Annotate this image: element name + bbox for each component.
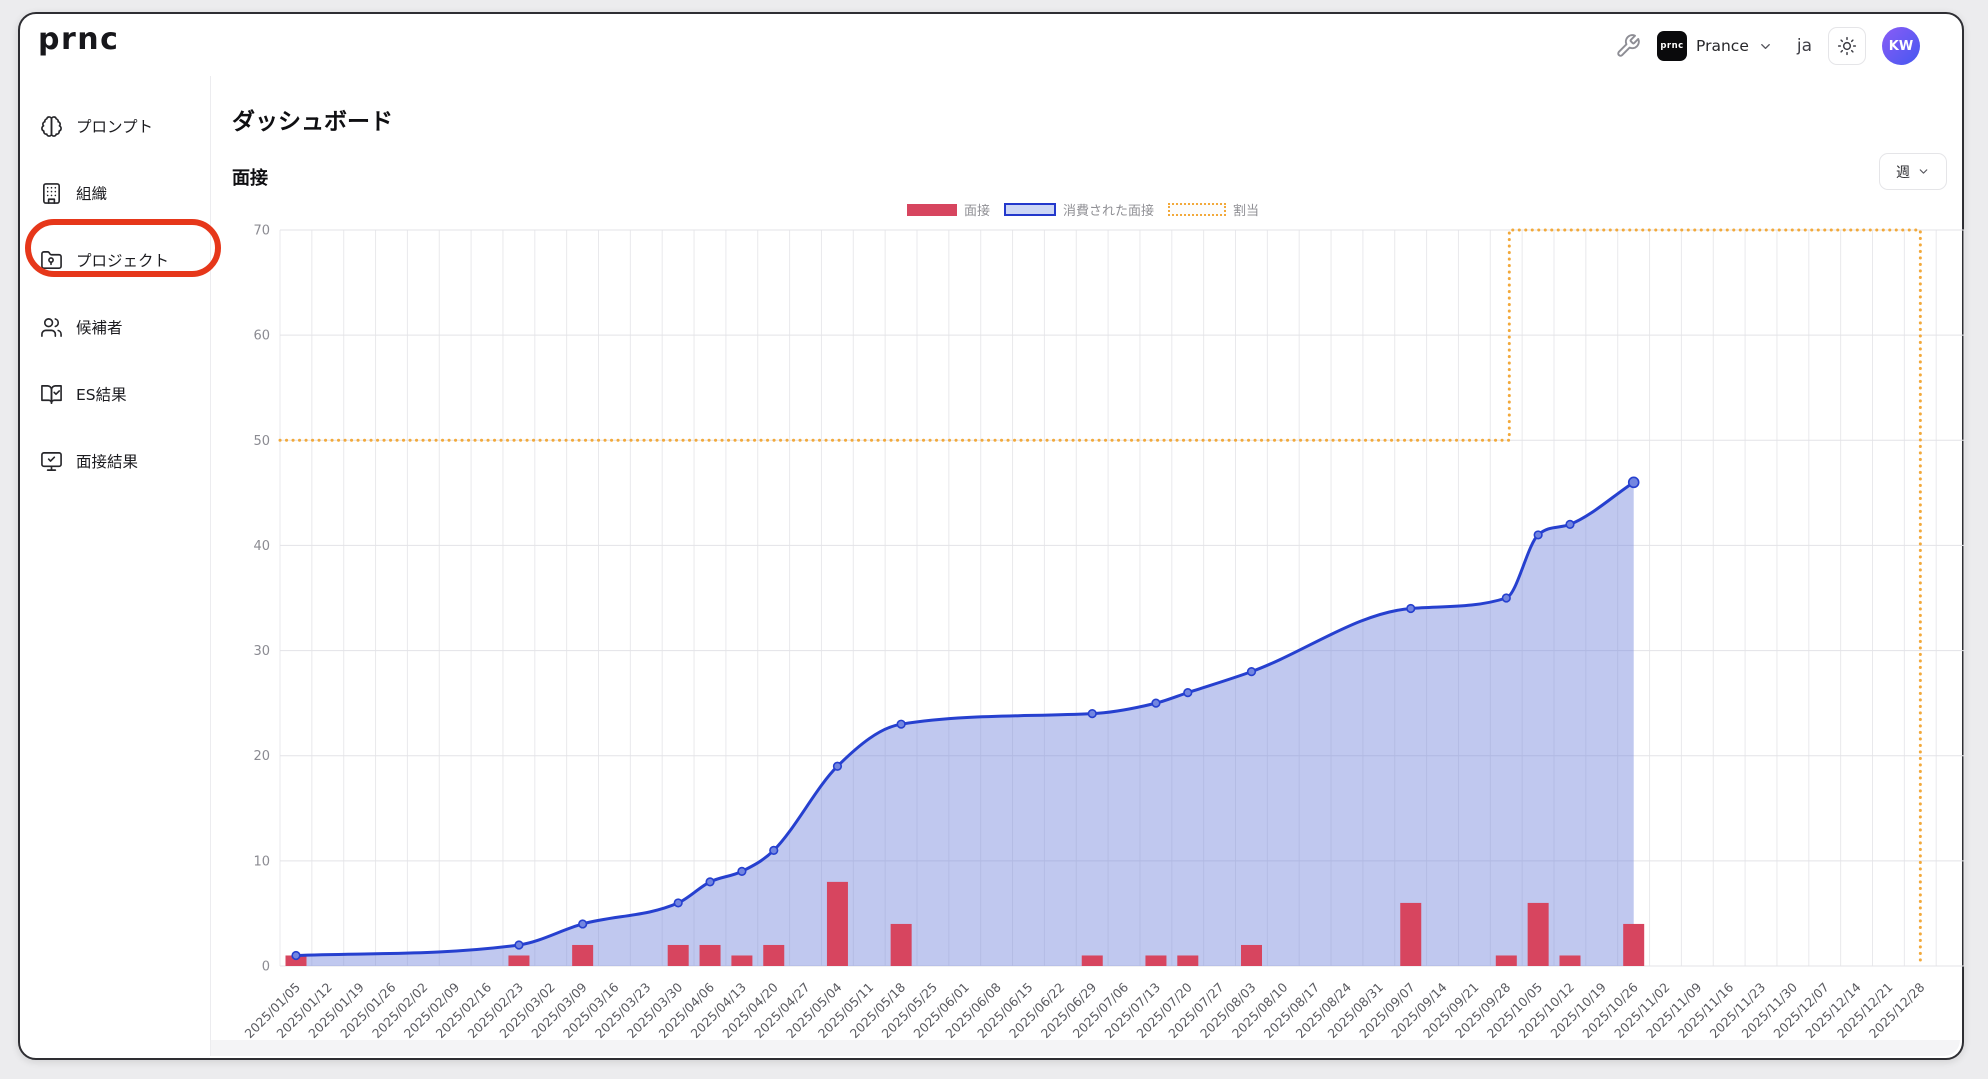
sidebar-item-candidates[interactable]: 候補者 (40, 307, 123, 347)
line-point (1246, 667, 1257, 677)
line-point (1151, 698, 1161, 708)
y-tick-label: 70 (253, 224, 270, 239)
sidebar-item-label: 組織 (76, 185, 108, 203)
y-tick-label: 20 (253, 749, 270, 764)
y-tick-label: 60 (253, 329, 270, 344)
sidebar-item-label: プロジェクト (76, 252, 170, 270)
org-selector[interactable]: prnc Prance (1657, 31, 1773, 61)
interviews-chart[interactable]: 0 10 20 30 40 50 60 70 2025/01/052025/01/122025/… (232, 222, 1972, 1052)
topbar-controls: prnc Prance ja KW (1615, 20, 1920, 72)
chevron-down-icon (1917, 165, 1930, 178)
sidebar-item-organization[interactable]: 組織 (40, 173, 107, 213)
bar (890, 923, 912, 966)
app-logo[interactable]: prnc (38, 22, 120, 57)
bar (1400, 902, 1422, 966)
period-selector-value: 週 (1896, 163, 1910, 180)
y-tick-label: 40 (253, 539, 270, 554)
bar (699, 944, 721, 966)
sidebar-item-es-results[interactable]: ES結果 (40, 374, 127, 414)
building-icon (40, 182, 63, 205)
bar (572, 944, 594, 966)
line-point (1087, 709, 1097, 719)
sidebar-item-label: 面接結果 (76, 453, 139, 471)
bar (1081, 955, 1103, 966)
bar (1241, 944, 1262, 966)
line-point (1501, 593, 1511, 603)
bar (826, 881, 848, 966)
line-point (1627, 476, 1640, 489)
folder-icon (40, 249, 63, 272)
chevron-down-icon (1758, 39, 1773, 54)
line-point (514, 940, 524, 950)
sun-icon (1837, 36, 1857, 56)
allocation-step-line (278, 228, 1922, 968)
bar (1559, 955, 1581, 966)
line-point (769, 845, 779, 855)
legend-swatch-area (1004, 203, 1057, 216)
legend-item-allocation[interactable]: 割当 (1168, 200, 1259, 219)
monitor-check-icon (40, 450, 63, 473)
sidebar-item-interview-results[interactable]: 面接結果 (40, 441, 138, 481)
line-point (896, 719, 906, 729)
app-window: prnc prnc Prance ja KW プロンプト (18, 12, 1965, 1060)
wrench-icon[interactable] (1615, 33, 1641, 59)
bar-series (285, 881, 1645, 966)
chart-section-title: 面接 (232, 168, 268, 189)
line-point (1406, 603, 1416, 614)
x-axis: 2025/01/052025/01/122025/01/192025/01/26… (242, 979, 1928, 1041)
bar (1177, 955, 1199, 966)
consumed-area (296, 482, 1634, 966)
users-icon (40, 316, 63, 339)
sidebar-item-label: 候補者 (76, 319, 123, 337)
period-selector[interactable]: 週 (1879, 153, 1947, 190)
org-logo: prnc (1657, 31, 1688, 61)
brain-icon (40, 115, 63, 138)
sidebar-item-prompt[interactable]: プロンプト (40, 106, 153, 146)
y-tick-label: 0 (262, 960, 270, 975)
y-tick-label: 10 (253, 854, 270, 869)
bar (285, 955, 307, 966)
sidebar-item-label: プロンプト (76, 118, 154, 136)
avatar[interactable]: KW (1882, 27, 1920, 65)
line-point (832, 761, 843, 771)
chart-legend: 面接 消費された面接 割当 (907, 200, 1259, 219)
legend-item-interviews[interactable]: 面接 (907, 200, 990, 219)
bar (1145, 955, 1167, 966)
line-point (578, 919, 588, 929)
y-tick-label: 30 (253, 644, 270, 659)
bar (1623, 923, 1645, 966)
chart-plot-area[interactable]: 0 10 20 30 40 50 60 70 2025/01/05 2025/01/12 2025/… (232, 222, 1972, 1052)
bar (1495, 955, 1517, 966)
sidebar-item-label: ES結果 (76, 386, 127, 404)
book-check-icon (40, 383, 63, 406)
consumed-line (295, 481, 1635, 957)
y-tick-label: 50 (253, 434, 270, 449)
line-point (737, 866, 747, 876)
y-axis: 0 10 20 30 40 50 60 70 (253, 224, 270, 975)
line-point (1533, 530, 1543, 540)
line-point (1183, 688, 1193, 698)
line-point (291, 950, 301, 961)
locale-switcher[interactable]: ja (1796, 36, 1812, 56)
legend-item-consumed[interactable]: 消費された面接 (1004, 200, 1154, 219)
bar (763, 944, 785, 966)
legend-swatch-dotted (1168, 203, 1227, 216)
line-point (1565, 519, 1575, 530)
bar (508, 955, 530, 966)
org-name: Prance (1696, 37, 1749, 55)
bar (667, 944, 689, 966)
line-point (673, 898, 683, 908)
sidebar-item-project[interactable]: プロジェクト (40, 240, 169, 280)
legend-swatch-bar (907, 203, 957, 216)
line-point (705, 877, 715, 887)
bar (731, 955, 753, 966)
line-points (291, 476, 1640, 961)
page-title: ダッシュボード (232, 109, 393, 135)
theme-toggle-button[interactable] (1828, 27, 1866, 65)
sidebar: プロンプト 組織 プロジェクト 候補者 ES結果 (20, 76, 211, 1056)
bar (1527, 902, 1549, 966)
grid (279, 229, 1965, 967)
content-footer-strip (211, 1040, 1960, 1056)
